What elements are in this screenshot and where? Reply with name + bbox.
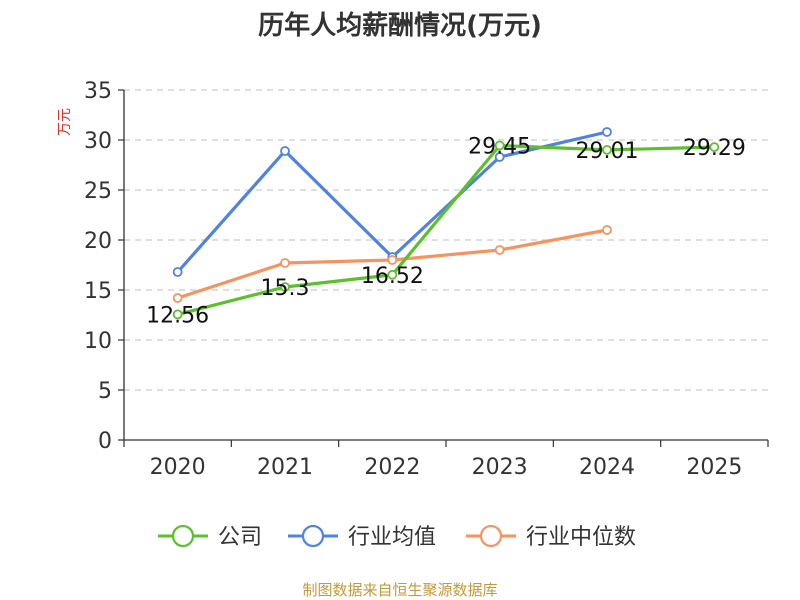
series-1 bbox=[172, 140, 720, 320]
legend-marker bbox=[301, 524, 325, 548]
data-labels: 12.56 15.3 16.52 29.45 29.01 29.29 bbox=[146, 135, 746, 329]
data-point[interactable] bbox=[280, 258, 290, 268]
x-tick-label: 2020 bbox=[150, 455, 206, 480]
series-2 bbox=[172, 127, 612, 277]
legend-item[interactable]: 行业中位数 bbox=[466, 524, 636, 550]
data-point[interactable] bbox=[602, 127, 612, 137]
y-tick-label: 15 bbox=[84, 279, 112, 304]
data-label: 15.3 bbox=[261, 276, 310, 301]
chart-title: 历年人均薪酬情况(万元) bbox=[258, 10, 542, 41]
data-label: 29.01 bbox=[576, 139, 639, 164]
data-point[interactable] bbox=[602, 144, 612, 155]
legend[interactable]: 公司 行业均值 行业中位数 bbox=[158, 524, 636, 550]
data-point[interactable] bbox=[172, 293, 183, 303]
data-label: 16.52 bbox=[361, 264, 424, 289]
data-label: 29.45 bbox=[468, 135, 531, 160]
data-label: 29.29 bbox=[683, 136, 746, 161]
data-point[interactable] bbox=[387, 269, 398, 280]
series-group bbox=[172, 127, 720, 320]
x-tick-label: 2023 bbox=[472, 455, 528, 480]
data-point[interactable] bbox=[494, 245, 505, 255]
legend-label: 行业中位数 bbox=[526, 525, 636, 550]
data-point[interactable] bbox=[602, 225, 612, 235]
data-point[interactable] bbox=[280, 146, 290, 156]
x-tick-label: 2025 bbox=[686, 455, 742, 480]
y-tick-label: 35 bbox=[84, 79, 112, 104]
y-tick-label: 5 bbox=[98, 379, 112, 404]
y-tick-label: 25 bbox=[84, 179, 112, 204]
data-point[interactable] bbox=[280, 282, 290, 292]
source-note: 制图数据来自恒生聚源数据库 bbox=[302, 581, 497, 599]
series-line bbox=[176, 130, 609, 274]
y-axis-label: 万元 bbox=[57, 108, 73, 136]
legend-item[interactable]: 公司 bbox=[158, 524, 262, 550]
data-label: 12.56 bbox=[146, 303, 209, 328]
legend-marker bbox=[171, 524, 195, 548]
y-tick-label: 30 bbox=[84, 129, 112, 154]
legend-label: 公司 bbox=[218, 525, 262, 550]
data-point[interactable] bbox=[172, 309, 183, 320]
legend-label: 行业均值 bbox=[348, 525, 436, 550]
data-point[interactable] bbox=[494, 140, 505, 151]
y-tick-label: 20 bbox=[84, 229, 112, 254]
data-point[interactable] bbox=[709, 142, 720, 153]
data-point[interactable] bbox=[494, 152, 505, 162]
x-tick-label: 2022 bbox=[364, 455, 420, 480]
y-tick-label: 10 bbox=[84, 329, 112, 354]
data-point[interactable] bbox=[387, 255, 398, 265]
legend-item[interactable]: 行业均值 bbox=[288, 524, 436, 550]
series-3 bbox=[172, 225, 612, 303]
x-tick-label: 2021 bbox=[257, 455, 313, 480]
grid bbox=[124, 89, 768, 391]
legend-marker bbox=[479, 524, 503, 548]
y-tick-label: 0 bbox=[98, 429, 112, 454]
series-line bbox=[176, 143, 716, 316]
x-tick-label: 2024 bbox=[579, 455, 635, 480]
data-point[interactable] bbox=[172, 267, 183, 277]
